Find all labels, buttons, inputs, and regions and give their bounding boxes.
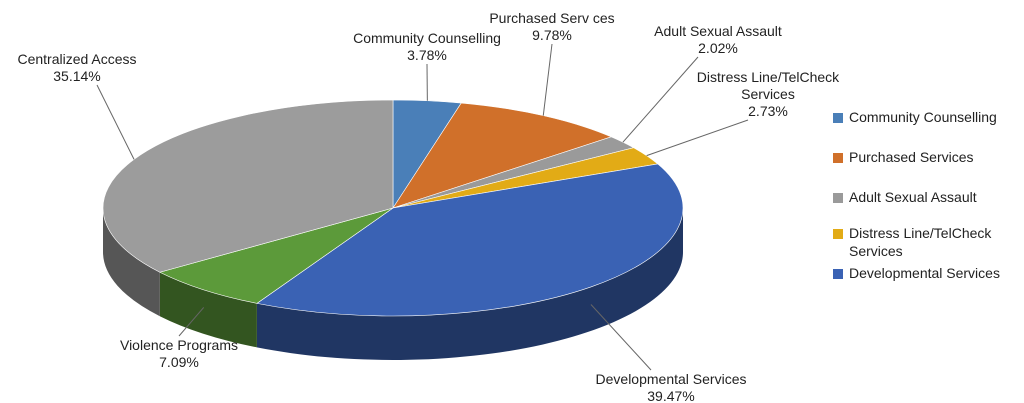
slice-value-5: 7.09% xyxy=(159,354,199,370)
slice-value-0: 3.78% xyxy=(407,47,447,63)
pie-slice-1 xyxy=(392,102,613,209)
leader-line-1 xyxy=(542,43,553,116)
legend-label-3: Distress Line/TelCheck Services xyxy=(849,225,992,259)
legend-label-4: Developmental Services xyxy=(849,265,1000,281)
leader-line-6 xyxy=(96,84,135,160)
pie-slice-4 xyxy=(256,163,684,317)
slice-label-4: Developmental Services xyxy=(596,371,747,387)
legend-swatch-4 xyxy=(833,269,843,279)
slice-label-3: Distress Line/TelCheck xyxy=(697,69,840,85)
leader-lines xyxy=(96,43,749,371)
legend-item-4: Developmental Services xyxy=(833,264,1000,282)
pie-slice-5 xyxy=(159,207,394,304)
slice-value-3: 2.73% xyxy=(748,103,788,119)
leader-line-4 xyxy=(590,304,652,371)
slice-value-6: 35.14% xyxy=(53,68,100,84)
legend-label-0: Community Counselling xyxy=(849,109,997,125)
leader-line-5 xyxy=(178,307,205,337)
slice-label-3-1: Services xyxy=(741,86,795,102)
leader-line-2 xyxy=(622,56,699,143)
legend-label-2: Adult Sexual Assault xyxy=(849,189,977,205)
pie-side-5 xyxy=(159,272,257,348)
slice-label-5: Violence Programs xyxy=(120,337,238,353)
slice-label-0: Community Counselling xyxy=(353,30,501,46)
legend-item-1: Purchased Services xyxy=(833,148,974,166)
legend-label-1: Purchased Services xyxy=(849,149,974,165)
legend-swatch-2 xyxy=(833,193,843,203)
pie-side-4 xyxy=(256,208,683,360)
legend-swatch-3 xyxy=(833,229,843,239)
pie-top-layer xyxy=(102,99,684,317)
legend-item-3: Distress Line/TelCheck Services xyxy=(833,224,1018,260)
slice-label-2: Adult Sexual Assault xyxy=(654,23,782,39)
pie-depth-layer xyxy=(103,208,683,360)
slice-value-1: 9.78% xyxy=(532,27,572,43)
slice-label-1: Purchased Serv ces xyxy=(489,10,614,26)
slice-label-6: Centralized Access xyxy=(17,51,136,67)
pie-side-6 xyxy=(103,208,160,317)
legend-swatch-1 xyxy=(833,153,843,163)
legend-item-2: Adult Sexual Assault xyxy=(833,188,977,206)
slice-value-4: 39.47% xyxy=(647,388,694,403)
slice-value-2: 2.02% xyxy=(698,40,738,56)
legend-swatch-0 xyxy=(833,113,843,123)
legend-item-0: Community Counselling xyxy=(833,108,997,126)
leader-line-3 xyxy=(646,119,749,157)
